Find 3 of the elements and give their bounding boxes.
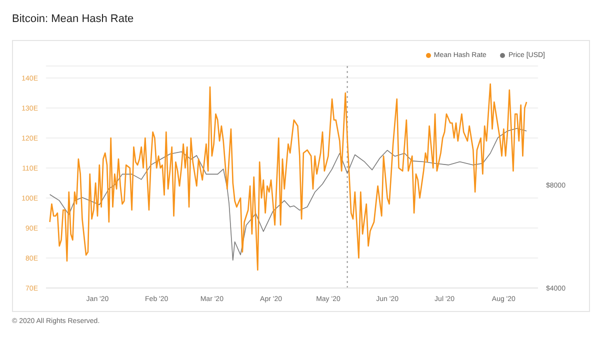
line-series bbox=[49, 128, 527, 261]
line-series bbox=[49, 83, 528, 271]
chart-title: Bitcoin: Mean Hash Rate bbox=[12, 13, 134, 25]
